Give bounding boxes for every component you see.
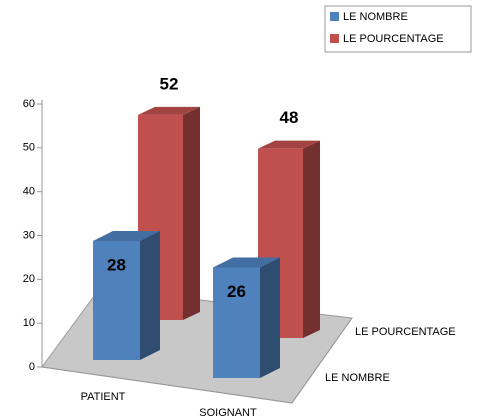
bar-top [213,257,280,268]
bar-side [140,230,160,360]
x-tick-label: SOIGNANT [199,407,257,419]
bar [213,267,260,378]
x-tick-label: PATIENT [81,391,126,403]
bar-side [183,106,200,320]
y-tick-label: 0 [29,361,35,373]
depth-axis [291,317,353,404]
y-tick-label: 60 [23,98,35,110]
x-axis [41,366,293,404]
bar [93,240,140,360]
legend-label: LE POURCENTAGE [343,33,444,45]
bar-top [258,140,320,149]
data-label: 48 [280,108,299,127]
depth-tick-label: LE NOMBRE [325,372,390,384]
bar-top [138,106,200,115]
legend-swatch [330,34,339,43]
data-label: 26 [227,282,246,301]
legend [324,5,472,53]
y-tick-label: 30 [23,229,35,241]
y-tick-label: 20 [23,273,35,285]
data-label: 52 [160,74,179,93]
y-tick-label: 40 [23,186,35,198]
y-tick-label: 10 [23,317,35,329]
bar-side [303,140,320,338]
bar-side [260,257,280,378]
y-tick-label: 50 [23,142,35,154]
data-label: 28 [107,255,126,274]
depth-tick-label: LE POURCENTAGE [355,326,456,338]
legend-label: LE NOMBRE [343,11,408,23]
legend-swatch [330,12,339,21]
bar-top [93,230,160,241]
